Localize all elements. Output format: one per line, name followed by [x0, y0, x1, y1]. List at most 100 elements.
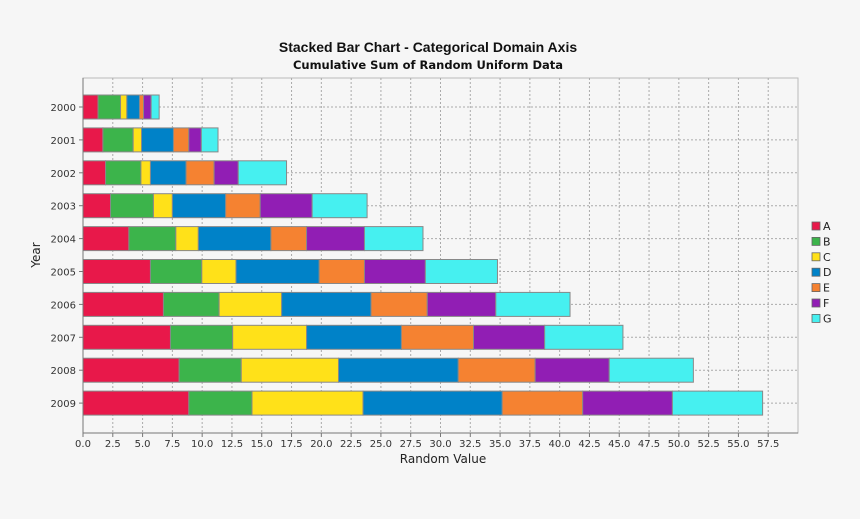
x-tick-label: 52.5 — [697, 439, 719, 450]
chart-title: Stacked Bar Chart - Categorical Domain A… — [279, 39, 577, 55]
bar-segment-C-2005 — [201, 259, 237, 284]
bar-segment-B-2004 — [128, 226, 177, 252]
x-tick-label: 22.5 — [340, 439, 362, 450]
legend-swatch-F — [811, 298, 821, 308]
bars — [82, 94, 764, 416]
legend-label-C: C — [823, 251, 831, 264]
x-axis-label: Random Value — [400, 452, 486, 466]
bar-segment-D-2005 — [235, 259, 320, 284]
x-tick-label: 40.0 — [549, 439, 571, 450]
x-tick-label: 32.5 — [459, 439, 481, 450]
bar-segment-D-2009 — [362, 390, 503, 416]
bar-segment-B-2007 — [169, 324, 234, 350]
bar-segment-B-2005 — [149, 259, 203, 284]
bar-segment-D-2004 — [197, 226, 272, 252]
y-tick-label: 2009 — [51, 399, 76, 410]
x-tick-label: 7.5 — [164, 439, 180, 450]
bar-segment-F-2000 — [143, 94, 152, 120]
x-tick-label: 17.5 — [280, 439, 302, 450]
bar-segment-B-2006 — [162, 291, 220, 317]
legend-swatch-E — [811, 283, 821, 293]
x-tick-label: 35.0 — [489, 439, 511, 450]
bar-segment-D-2007 — [306, 324, 402, 350]
legend-label-A: A — [823, 220, 831, 233]
bar-segment-F-2005 — [363, 259, 426, 284]
bar-segment-A-2001 — [82, 127, 104, 153]
bar-segment-C-2007 — [232, 324, 308, 350]
bar-segment-G-2006 — [495, 291, 571, 317]
bar-segment-C-2009 — [251, 390, 364, 416]
x-tick-label: 27.5 — [400, 439, 422, 450]
bar-segment-G-2008 — [608, 357, 694, 383]
x-tick-label: 57.5 — [757, 439, 779, 450]
bar-segment-D-2001 — [141, 127, 174, 153]
bar-segment-E-2000 — [138, 94, 145, 120]
legend-label-F: F — [823, 297, 829, 310]
bar-segment-E-2009 — [501, 390, 584, 416]
x-tick-label: 12.5 — [221, 439, 243, 450]
bar-segment-E-2004 — [270, 226, 308, 252]
bar-segment-G-2002 — [237, 160, 288, 186]
bar-segment-E-2002 — [185, 160, 215, 186]
x-tick-label: 55.0 — [727, 439, 749, 450]
bar-segment-B-2000 — [97, 94, 122, 120]
y-tick-label: 2006 — [51, 300, 76, 311]
bar-segment-C-2002 — [140, 160, 151, 186]
x-tick-label: 15.0 — [251, 439, 273, 450]
bar-segment-B-2008 — [178, 357, 242, 383]
x-tick-label: 2.5 — [105, 439, 121, 450]
bar-segment-C-2003 — [152, 193, 173, 219]
bar-segment-E-2008 — [457, 357, 536, 383]
bar-segment-A-2008 — [82, 357, 180, 383]
bar-segment-G-2000 — [150, 94, 160, 120]
x-tick-label: 50.0 — [668, 439, 690, 450]
bar-segment-A-2007 — [82, 324, 171, 350]
x-tick-label: 0.0 — [75, 439, 91, 450]
bar-segment-C-2004 — [175, 226, 199, 252]
legend-label-B: B — [823, 235, 831, 248]
y-tick-label: 2002 — [51, 169, 76, 180]
x-ticks: 0.0 2.5 5.0 7.5 10.0 12.5 15.0 17.5 20.0 22.5 25.0… — [75, 433, 779, 450]
bar-segment-F-2003 — [259, 193, 313, 219]
bar-segment-F-2004 — [306, 226, 365, 252]
bar-segment-A-2002 — [82, 160, 107, 186]
legend-label-E: E — [823, 282, 830, 295]
y-tick-label: 2008 — [51, 366, 76, 377]
bar-segment-F-2006 — [426, 291, 497, 317]
bar-segment-B-2001 — [102, 127, 134, 153]
x-tick-label: 5.0 — [135, 439, 151, 450]
bar-segment-D-2008 — [337, 357, 459, 383]
bar-segment-E-2005 — [318, 259, 365, 284]
y-tick-label: 2005 — [51, 268, 76, 279]
bar-segment-F-2002 — [213, 160, 239, 186]
bar-segment-D-2003 — [171, 193, 227, 219]
bar-segment-A-2006 — [82, 291, 164, 317]
bar-segment-A-2005 — [82, 259, 151, 284]
x-tick-label: 42.5 — [578, 439, 600, 450]
bar-segment-G-2001 — [200, 127, 219, 153]
bar-segment-E-2006 — [370, 291, 428, 317]
bar-segment-G-2009 — [671, 390, 764, 416]
y-tick-label: 2003 — [51, 202, 76, 213]
bar-segment-B-2003 — [110, 193, 154, 219]
y-tick-label: 2000 — [51, 103, 76, 114]
y-ticks: 2000 2001 2002 2003 2004 2005 2006 2007 2008 2009 — [51, 103, 83, 410]
bar-segment-D-2002 — [149, 160, 187, 186]
bar-segment-G-2005 — [424, 259, 498, 284]
y-tick-label: 2001 — [51, 136, 76, 147]
x-tick-label: 37.5 — [519, 439, 541, 450]
bar-segment-C-2001 — [132, 127, 143, 153]
legend-swatch-G — [811, 313, 821, 323]
x-tick-label: 20.0 — [310, 439, 332, 450]
bar-segment-G-2004 — [363, 226, 424, 252]
chart-subtitle: Cumulative Sum of Random Uniform Data — [293, 58, 563, 72]
bar-segment-F-2007 — [473, 324, 546, 350]
bar-segment-A-2000 — [82, 94, 99, 120]
bar-segment-F-2001 — [188, 127, 202, 153]
bar-segment-E-2007 — [400, 324, 475, 350]
x-tick-label: 10.0 — [191, 439, 213, 450]
legend-swatch-C — [811, 252, 821, 262]
bar-segment-G-2003 — [311, 193, 368, 219]
